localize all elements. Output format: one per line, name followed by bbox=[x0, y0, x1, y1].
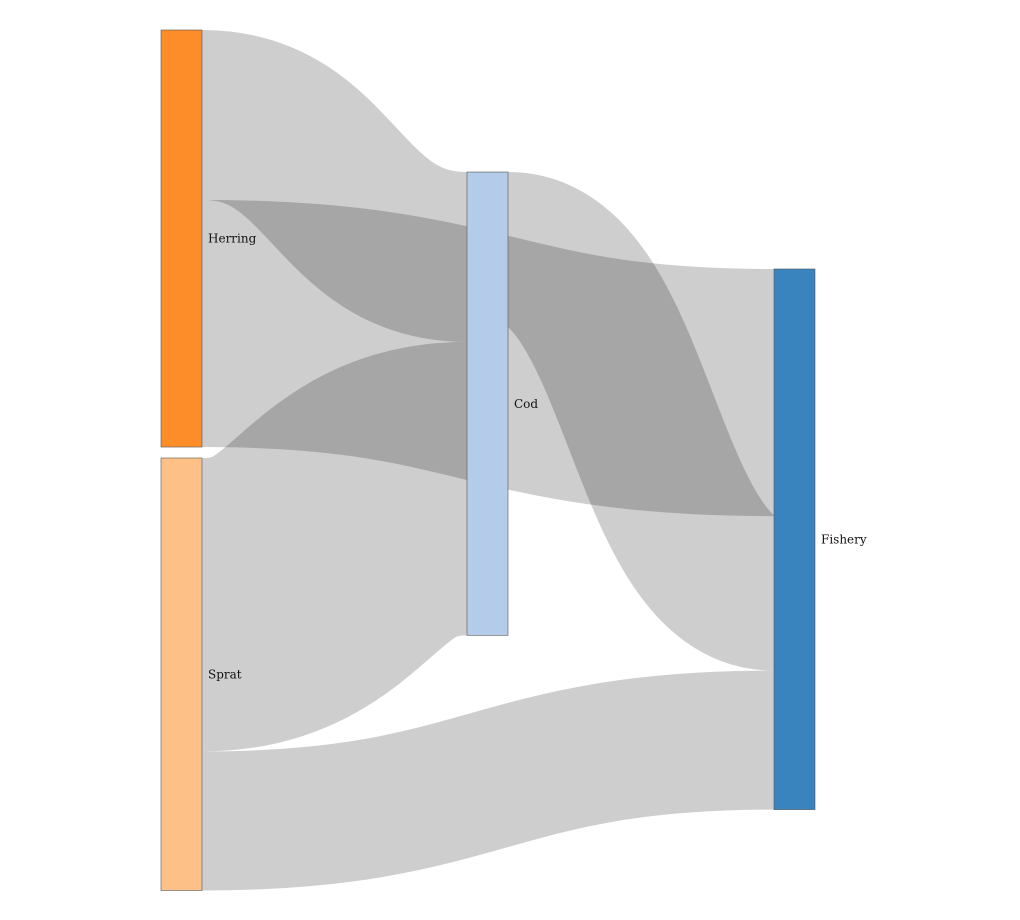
link-sprat-to-fishery bbox=[201, 670, 775, 891]
link-cod-to-fishery bbox=[499, 172, 783, 671]
node-fishery bbox=[773, 268, 816, 810]
node-sprat bbox=[160, 457, 203, 891]
node-label-fishery: Fishery bbox=[821, 532, 867, 546]
node-herring bbox=[160, 29, 203, 448]
nodes-layer bbox=[160, 29, 816, 891]
link-sprat-to-cod bbox=[195, 341, 474, 752]
node-label-cod: Cod bbox=[514, 397, 538, 411]
labels-layer: Herring Sprat Cod Fishery bbox=[208, 232, 867, 682]
node-label-herring: Herring bbox=[208, 232, 257, 246]
node-cod bbox=[466, 171, 509, 636]
node-label-sprat: Sprat bbox=[208, 667, 242, 681]
links-layer bbox=[195, 30, 783, 891]
